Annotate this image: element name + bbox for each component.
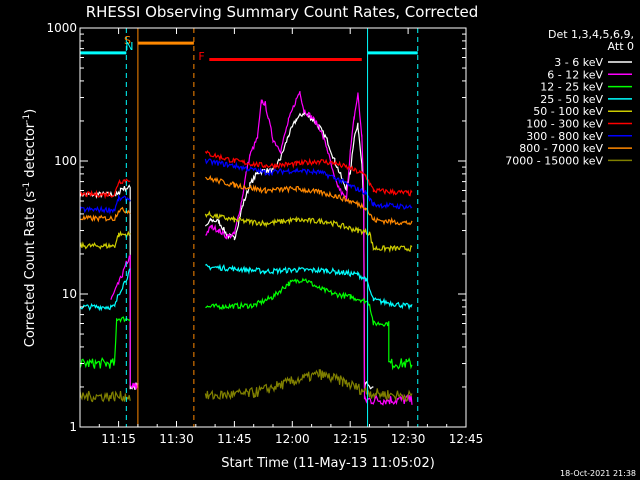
series-line-2-segment-0 — [80, 316, 131, 369]
y-tick-label-0: 1 — [69, 420, 77, 434]
y-tick-label-2: 100 — [54, 154, 77, 168]
series-line-6-segment-1 — [204, 158, 413, 210]
y-axis-label-exp1: -1 — [22, 182, 32, 191]
legend-label-2: 12 - 25 keV — [540, 81, 603, 94]
series-line-8-segment-0 — [80, 390, 131, 403]
series-line-4-segment-0 — [80, 230, 131, 250]
axis-ticks: 11:15 11:30 11:45 12:00 12:15 12:30 12:45 1 10 10… — [46, 21, 483, 446]
series-line-1-segment-1 — [205, 91, 413, 406]
legend-header-detectors: Det 1,3,4,5,6,9, — [548, 28, 634, 41]
marker-label-f: F — [198, 50, 204, 63]
series-line-3-segment-1 — [205, 263, 413, 311]
marker-label-n: N — [125, 40, 133, 53]
series-line-7-segment-0 — [80, 206, 131, 223]
y-tick-label-1: 10 — [62, 287, 77, 301]
series-line-2-segment-1 — [205, 277, 413, 371]
y-axis-label-end: ) — [23, 109, 38, 114]
y-tick-label-3: 1000 — [46, 21, 77, 35]
legend-label-6: 300 - 800 keV — [526, 130, 603, 143]
legend-label-0: 3 - 6 keV — [554, 56, 603, 69]
x-tick-label-3: 12:00 — [275, 432, 310, 446]
legend-label-8: 7000 - 15000 keV — [505, 154, 603, 167]
legend-label-4: 50 - 100 keV — [533, 105, 603, 118]
legend-label-5: 100 - 300 keV — [526, 118, 603, 131]
series-line-3-segment-0 — [80, 268, 131, 312]
series-line-5-segment-1 — [204, 150, 413, 197]
y-axis-label-mid: detector — [23, 122, 38, 182]
series-line-6-segment-0 — [80, 194, 131, 215]
series-line-8-segment-1 — [204, 369, 413, 403]
series-line-5-segment-0 — [80, 178, 131, 200]
series-line-7-segment-1 — [205, 174, 413, 226]
marker-label-s: S — [124, 34, 131, 47]
x-tick-label-1: 11:30 — [159, 432, 194, 446]
generation-timestamp: 18-Oct-2021 21:38 — [560, 469, 636, 478]
y-axis-label-exp2: -1 — [22, 114, 32, 123]
series-line-4-segment-1 — [204, 210, 413, 253]
legend-header-attenuator: Att 0 — [608, 40, 634, 53]
legend-label-1: 6 - 12 keV — [547, 68, 603, 81]
y-axis-label-main: Corrected Count Rate (s — [23, 191, 38, 348]
y-axis-label: Corrected Count Rate (s-1 detector-1) — [22, 109, 38, 347]
x-tick-label-6: 12:45 — [449, 432, 484, 446]
legend-label-3: 25 - 50 keV — [540, 93, 603, 106]
x-tick-label-2: 11:45 — [217, 432, 252, 446]
x-axis-label: Start Time (11-May-13 11:05:02) — [221, 456, 435, 471]
plot-area: SN F — [79, 28, 419, 427]
x-tick-label-0: 11:15 — [101, 432, 136, 446]
x-tick-label-4: 12:15 — [333, 432, 368, 446]
x-tick-label-5: 12:30 — [391, 432, 426, 446]
legend-label-7: 800 - 7000 keV — [519, 142, 603, 155]
chart-title: RHESSI Observing Summary Count Rates, Co… — [86, 3, 479, 21]
